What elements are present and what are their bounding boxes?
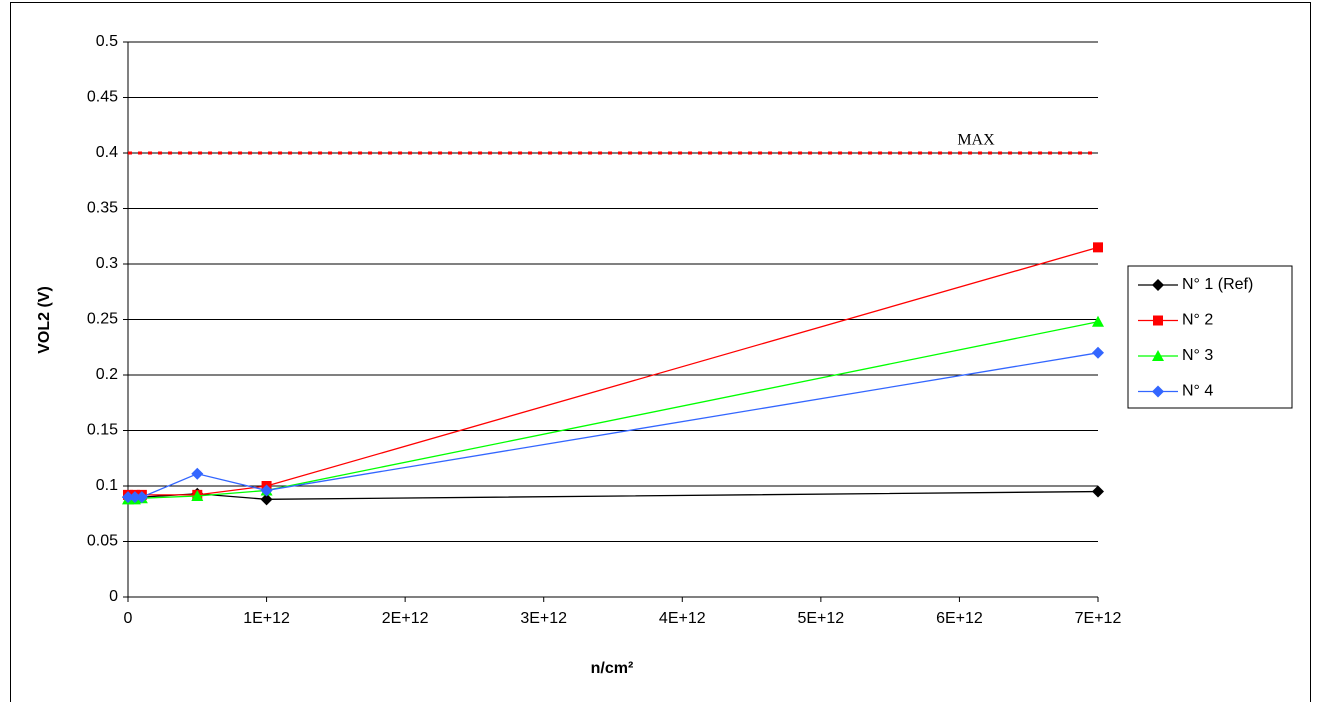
- y-tick-label: 0.45: [87, 89, 118, 106]
- legend-label: N° 4: [1182, 383, 1213, 400]
- data-point: [191, 467, 204, 480]
- y-tick-label: 0: [109, 588, 118, 605]
- data-point: [260, 484, 273, 497]
- legend-label: N° 3: [1182, 347, 1213, 364]
- max-label: MAX: [957, 132, 995, 149]
- legend-marker: [1152, 350, 1164, 361]
- legend-marker: [1152, 279, 1164, 291]
- y-tick-label: 0.1: [96, 477, 118, 494]
- y-tick-label: 0.3: [96, 255, 118, 272]
- legend-marker: [1153, 315, 1163, 326]
- series-line: [128, 321, 1099, 500]
- data-point: [135, 491, 148, 504]
- data-point: [1092, 346, 1104, 359]
- data-point: [191, 489, 204, 501]
- x-tick-label: 2E+12: [382, 610, 429, 627]
- y-tick-label: 0.2: [96, 366, 118, 383]
- data-point: [1093, 242, 1103, 253]
- chart-frame: [10, 2, 1311, 702]
- y-tick-label: 0.15: [87, 422, 118, 439]
- series-line: [128, 490, 1099, 500]
- x-axis-title: n/cm²: [591, 660, 634, 677]
- data-point: [122, 491, 134, 504]
- x-tick-label: 5E+12: [797, 610, 844, 627]
- legend-marker: [1152, 385, 1164, 398]
- data-point: [1092, 315, 1104, 327]
- legend-box: [1127, 265, 1293, 409]
- y-tick-label: 0.4: [96, 144, 118, 161]
- x-tick-label: 1E+12: [243, 610, 290, 627]
- y-tick-label: 0.35: [87, 200, 118, 217]
- y-tick-label: 0.05: [87, 533, 118, 550]
- data-point: [260, 493, 273, 506]
- x-tick-label: 7E+12: [1075, 610, 1122, 627]
- x-tick-label: 6E+12: [936, 610, 983, 627]
- x-tick-label: 0: [124, 610, 133, 627]
- legend-label: N° 1 (Ref): [1182, 276, 1253, 293]
- y-tick-label: 0.25: [87, 311, 118, 328]
- y-axis-title: VOL2 (V): [36, 286, 53, 354]
- series-line: [128, 246, 1099, 496]
- series-line: [128, 352, 1099, 498]
- legend-label: N° 2: [1182, 312, 1213, 329]
- y-tick-label: 0.5: [96, 33, 118, 50]
- data-point: [1092, 485, 1104, 498]
- x-tick-label: 3E+12: [520, 610, 567, 627]
- data-point: [128, 491, 141, 504]
- x-tick-label: 4E+12: [659, 610, 706, 627]
